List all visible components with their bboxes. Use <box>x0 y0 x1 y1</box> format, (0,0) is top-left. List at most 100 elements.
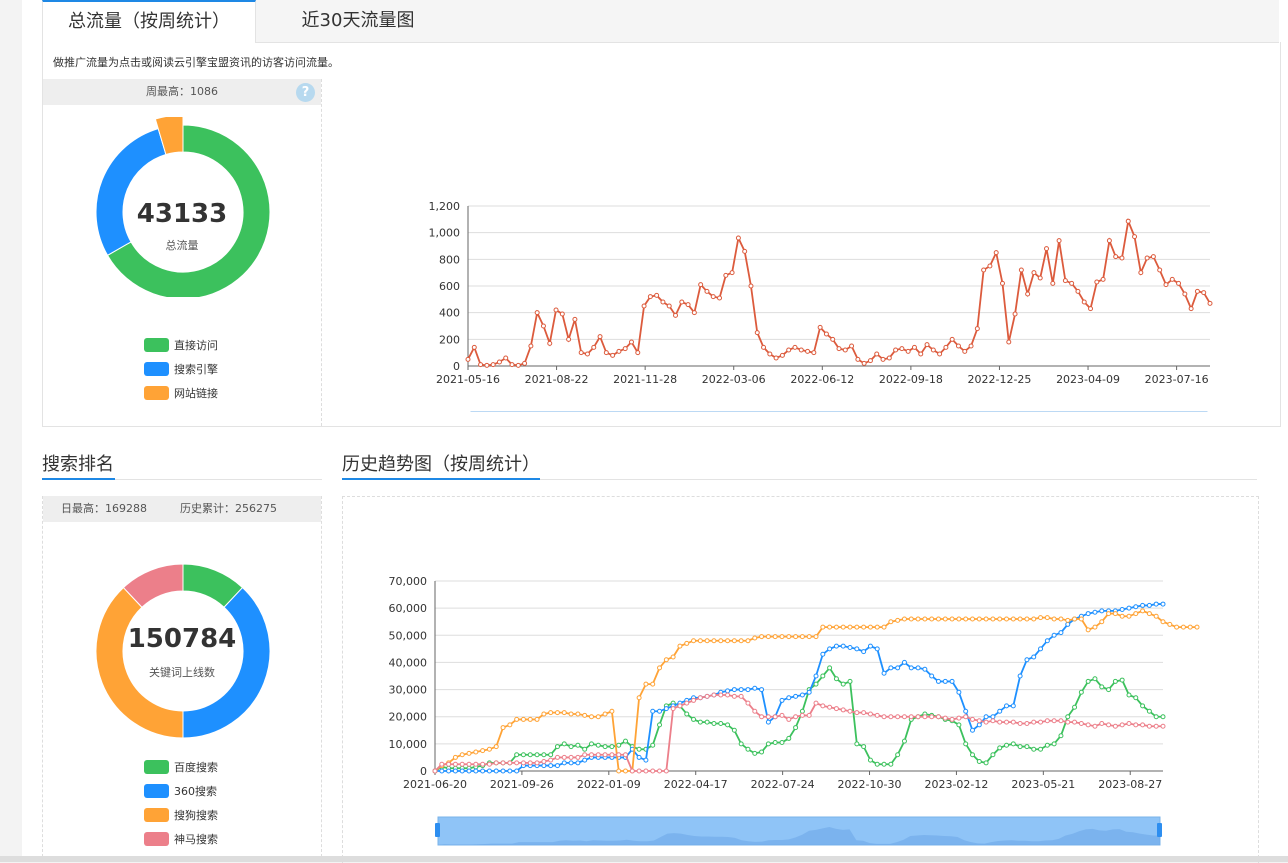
data-point <box>439 761 445 767</box>
data-point <box>1044 638 1050 644</box>
data-point <box>817 324 823 330</box>
horizontal-scrollbar[interactable] <box>0 856 1288 862</box>
legend-item-links[interactable]: 网站链接 <box>144 381 218 405</box>
data-point <box>935 678 941 684</box>
legend-item-shenma[interactable]: 神马搜索 <box>144 827 218 851</box>
data-point <box>840 707 846 713</box>
data-point <box>1119 722 1125 728</box>
data-point <box>1112 678 1118 684</box>
data-point <box>990 718 996 724</box>
x-tick-label: 2023-04-09 <box>1056 373 1120 386</box>
help-icon[interactable]: ? <box>296 83 315 102</box>
donut-slice <box>95 586 184 739</box>
data-point <box>1065 719 1071 725</box>
search-rank-title: 搜索排名 <box>42 454 114 475</box>
data-point <box>1140 703 1146 709</box>
data-point <box>731 693 737 699</box>
data-point <box>1031 746 1037 752</box>
data-point <box>527 760 533 766</box>
data-point <box>1031 654 1037 660</box>
data-point <box>575 711 581 717</box>
legend-item-baidu[interactable]: 百度搜索 <box>144 755 218 779</box>
data-point <box>1085 678 1091 684</box>
data-point <box>1065 617 1071 623</box>
data-point <box>561 760 567 766</box>
data-point <box>1078 616 1084 622</box>
data-point <box>452 761 458 767</box>
data-point <box>1126 613 1132 619</box>
search-legend: 百度搜索 360搜索 搜狗搜索 神马搜索 <box>144 755 218 851</box>
legend-item-search[interactable]: 搜索引擎 <box>144 357 218 381</box>
data-point <box>833 706 839 712</box>
data-point <box>1010 616 1016 622</box>
data-point <box>1160 714 1166 720</box>
legend-item-sogou[interactable]: 搜狗搜索 <box>144 803 218 827</box>
data-point <box>820 624 826 630</box>
x-tick-label: 2022-04-17 <box>664 778 728 791</box>
data-point <box>691 697 697 703</box>
y-tick-label: 0 <box>453 360 460 373</box>
data-point <box>1160 601 1166 607</box>
data-point <box>1174 624 1180 630</box>
tab-weekly-traffic[interactable]: 总流量（按周统计） <box>42 0 256 43</box>
data-point <box>588 741 594 747</box>
data-point <box>553 307 559 313</box>
data-point <box>1119 607 1125 612</box>
data-point <box>1194 288 1200 294</box>
search-total-label: 关键词上线数 <box>149 666 215 679</box>
data-point <box>1004 742 1010 748</box>
data-point <box>1126 605 1132 611</box>
data-point <box>548 710 554 716</box>
data-point <box>459 752 465 758</box>
data-point <box>684 711 690 717</box>
data-point <box>711 721 717 726</box>
data-point <box>779 697 785 703</box>
data-point <box>1194 624 1200 630</box>
x-tick-label: 2023-05-21 <box>1011 778 1075 791</box>
legend-item-direct[interactable]: 直接访问 <box>144 333 218 357</box>
data-point <box>478 362 484 368</box>
data-point <box>956 722 962 728</box>
y-tick-label: 70,000 <box>389 575 428 588</box>
tab-30day-traffic[interactable]: 近30天流量图 <box>301 10 415 31</box>
history-total-text: 历史累计：256275 <box>180 502 277 515</box>
legend-label: 神马搜索 <box>174 833 218 846</box>
data-point <box>1169 276 1175 282</box>
data-point <box>752 750 758 756</box>
data-point <box>983 719 989 725</box>
data-point <box>779 634 785 640</box>
data-point <box>1006 339 1012 345</box>
data-point <box>666 303 672 309</box>
data-point <box>949 678 955 684</box>
data-point <box>915 616 921 622</box>
data-point <box>1126 721 1132 726</box>
data-point <box>806 634 812 640</box>
data-point <box>697 719 703 725</box>
data-point <box>636 746 642 752</box>
data-point <box>861 649 867 655</box>
x-tick-label: 2021-09-26 <box>490 778 554 791</box>
data-point <box>541 752 547 758</box>
history-underline <box>342 478 540 480</box>
data-point <box>773 355 779 361</box>
data-point <box>895 665 901 671</box>
data-point <box>704 638 710 644</box>
data-point <box>439 768 445 774</box>
data-point <box>976 718 982 724</box>
data-point <box>793 714 799 720</box>
data-point <box>704 288 710 294</box>
data-point <box>507 760 513 766</box>
data-point <box>888 761 894 767</box>
tab-bar: 总流量（按周统计） 近30天流量图 <box>42 0 1279 43</box>
data-point <box>1058 733 1064 739</box>
data-point <box>901 714 907 720</box>
data-point <box>673 312 679 318</box>
legend-item-360[interactable]: 360搜索 <box>144 779 218 803</box>
data-point <box>867 643 873 649</box>
data-point <box>861 744 867 750</box>
legend-label: 搜狗搜索 <box>174 809 218 822</box>
data-point <box>663 706 669 712</box>
data-point <box>786 716 792 722</box>
data-point <box>911 344 917 350</box>
data-point <box>650 681 656 687</box>
